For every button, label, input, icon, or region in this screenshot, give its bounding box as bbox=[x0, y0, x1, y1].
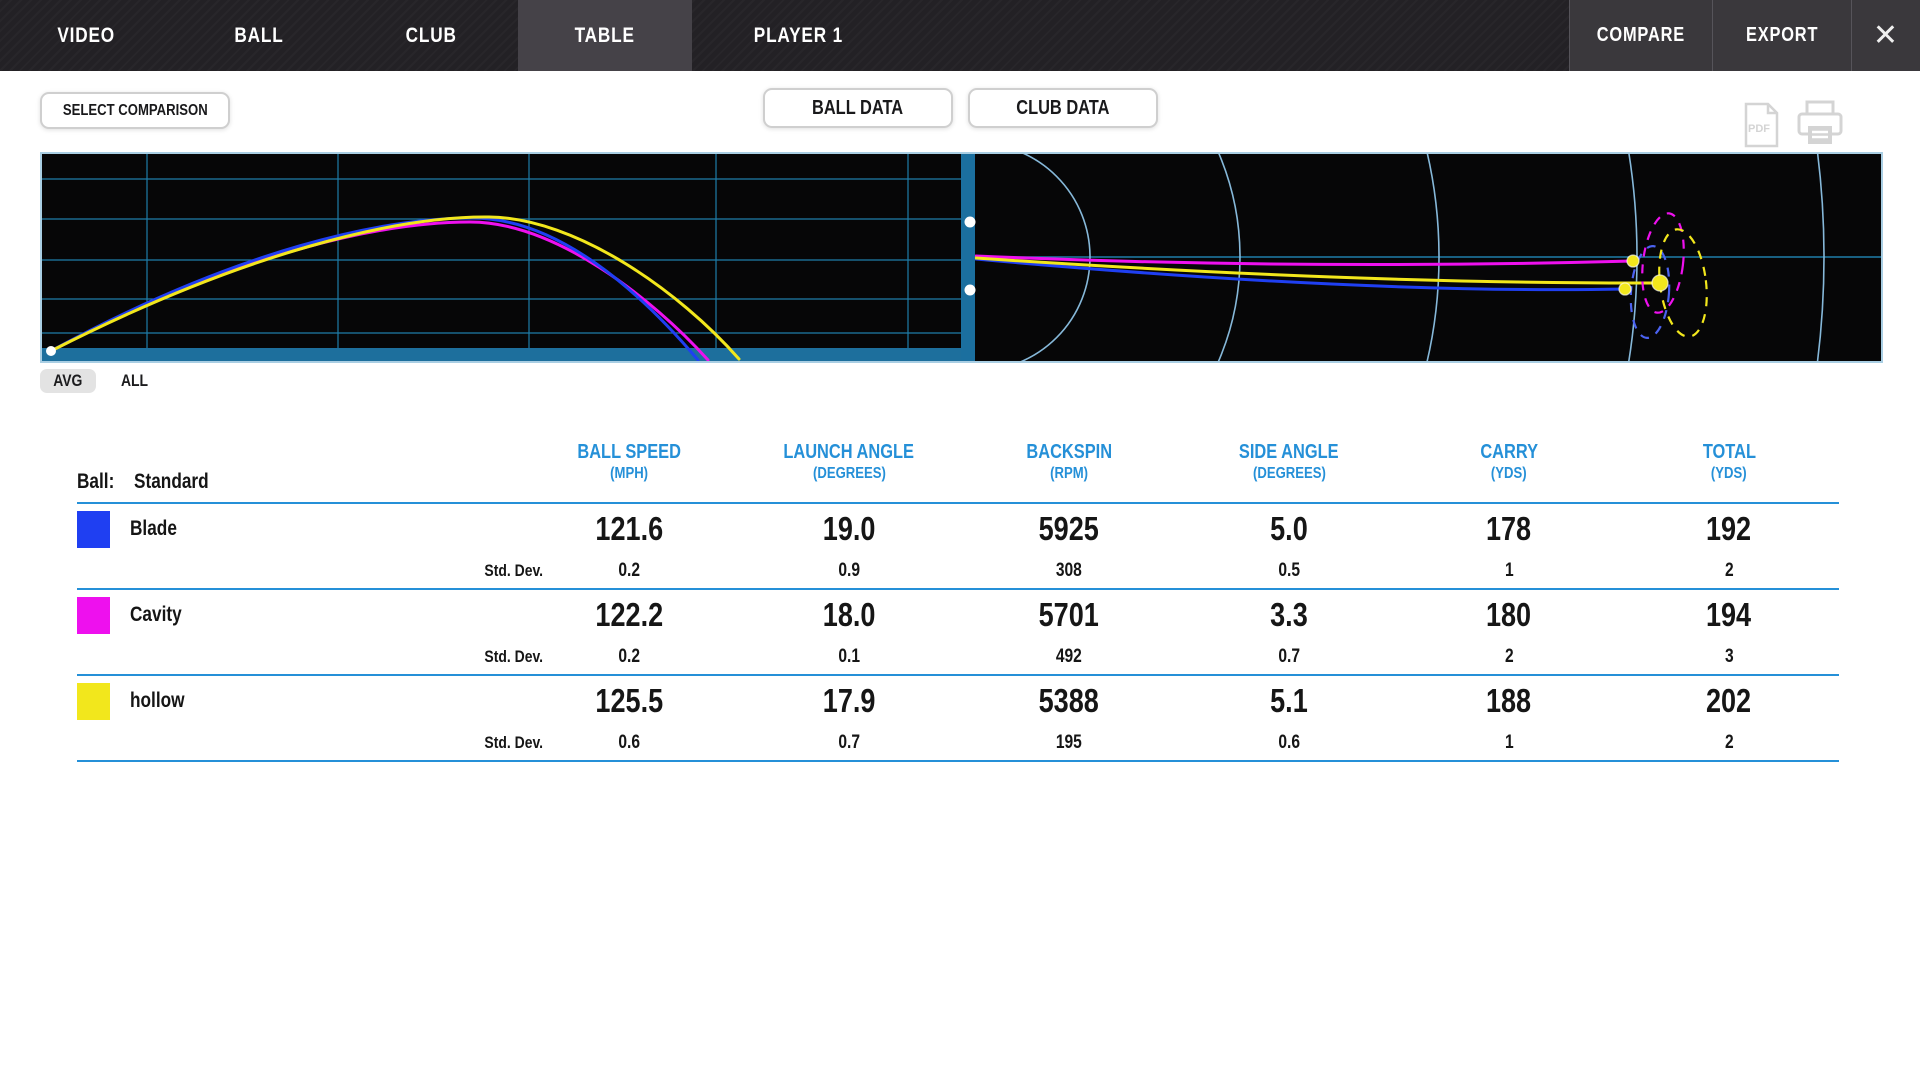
table-row: hollow 125.5 17.9 5388 5.1 188 202 Std. … bbox=[77, 676, 1839, 762]
tab-all[interactable]: ALL bbox=[120, 371, 148, 390]
hollow-landing-dot bbox=[1651, 274, 1669, 292]
club-data-button[interactable]: CLUB DATA bbox=[968, 88, 1158, 128]
cavity-color-swatch bbox=[77, 596, 110, 634]
trajectory-charts bbox=[40, 152, 1883, 363]
club-name: Cavity bbox=[130, 603, 182, 626]
compare-button[interactable]: COMPARE bbox=[1569, 0, 1712, 71]
row-divider bbox=[77, 588, 1839, 590]
row-divider bbox=[77, 760, 1839, 762]
header-divider bbox=[77, 502, 1839, 504]
column-header-backspin: BACKSPIN (RPM) bbox=[1026, 441, 1112, 482]
nav-right-group: COMPARE EXPORT ✕ bbox=[1569, 0, 1920, 71]
svg-text:PDF: PDF bbox=[1748, 123, 1770, 135]
value-side-angle: 3.3 bbox=[1270, 596, 1308, 633]
hollow-trajectory-top bbox=[975, 256, 1662, 285]
divider-handle-dot[interactable] bbox=[964, 284, 976, 296]
club-name: Blade bbox=[130, 517, 177, 540]
value-backspin: 5925 bbox=[1038, 510, 1100, 547]
hollow-color-swatch bbox=[77, 682, 110, 720]
column-header-carry: CARRY (YDS) bbox=[1480, 441, 1538, 482]
value-total: 194 bbox=[1706, 596, 1752, 633]
value-launch-angle: 19.0 bbox=[822, 510, 876, 547]
column-header-side-angle: SIDE ANGLE (DEGREES) bbox=[1239, 441, 1339, 482]
ground-baseline bbox=[40, 348, 961, 363]
tab-ball[interactable]: BALL bbox=[233, 23, 284, 47]
side-view-chart bbox=[40, 152, 961, 363]
blade-trajectory-top bbox=[975, 257, 1627, 292]
table-row: Blade 121.6 19.0 5925 5.0 178 192 Std. D… bbox=[77, 504, 1839, 590]
trajectory-view-tabs: AVG ALL bbox=[40, 369, 161, 393]
print-icon[interactable] bbox=[1795, 100, 1845, 153]
nav-spacer bbox=[905, 0, 1569, 71]
tab-player-1[interactable]: PLAYER 1 bbox=[753, 23, 844, 47]
table-header-row: Ball: Standard BALL SPEED (MPH) LAUNCH AN… bbox=[77, 432, 1839, 502]
row-divider bbox=[77, 674, 1839, 676]
value-carry: 178 bbox=[1486, 510, 1532, 547]
blade-color-swatch bbox=[77, 510, 110, 548]
tab-avg[interactable]: AVG bbox=[40, 369, 96, 393]
club-name: hollow bbox=[130, 689, 185, 712]
tab-table[interactable]: TABLE bbox=[518, 0, 692, 71]
tab-video[interactable]: VIDEO bbox=[57, 23, 115, 47]
column-header-ball-speed: BALL SPEED (MPH) bbox=[577, 441, 681, 482]
column-header-launch-angle: LAUNCH ANGLE (DEGREES) bbox=[783, 441, 915, 482]
divider-handle-dot[interactable] bbox=[964, 216, 976, 228]
close-icon[interactable]: ✕ bbox=[1851, 0, 1920, 71]
table-row: Cavity 122.2 18.0 5701 3.3 180 194 Std. … bbox=[77, 590, 1839, 676]
value-side-angle: 5.1 bbox=[1270, 682, 1308, 719]
top-view-chart bbox=[975, 152, 1881, 363]
value-carry: 188 bbox=[1486, 682, 1532, 719]
value-total: 192 bbox=[1706, 510, 1752, 547]
value-ball-speed: 125.5 bbox=[595, 682, 663, 719]
value-backspin: 5701 bbox=[1038, 596, 1100, 633]
table-title: Ball: Standard bbox=[77, 470, 209, 493]
column-header-total: TOTAL (YDS) bbox=[1702, 441, 1756, 482]
blade-landing-dot bbox=[1618, 282, 1632, 296]
value-carry: 180 bbox=[1486, 596, 1532, 633]
hollow-trajectory-side bbox=[49, 215, 741, 361]
cavity-landing-dot bbox=[1626, 254, 1640, 268]
value-total: 202 bbox=[1706, 682, 1752, 719]
cavity-dispersion-ellipse bbox=[1641, 212, 1685, 314]
export-button[interactable]: EXPORT bbox=[1712, 0, 1851, 71]
top-nav-bar: VIDEO BALL CLUB TABLE PLAYER 1 COMPARE E… bbox=[0, 0, 1920, 71]
export-pdf-icon[interactable]: PDF bbox=[1742, 102, 1780, 153]
chart-divider[interactable] bbox=[961, 152, 976, 363]
launch-origin-dot bbox=[46, 346, 56, 356]
std-dev-label: Std. Dev. bbox=[483, 733, 543, 752]
ball-data-button[interactable]: BALL DATA bbox=[763, 88, 953, 128]
tab-club[interactable]: CLUB bbox=[405, 23, 458, 47]
value-ball-speed: 122.2 bbox=[595, 596, 663, 633]
select-comparison-button[interactable]: SELECT COMPARISON bbox=[40, 92, 230, 129]
value-backspin: 5388 bbox=[1038, 682, 1100, 719]
cavity-trajectory-top bbox=[975, 254, 1635, 267]
value-side-angle: 5.0 bbox=[1270, 510, 1308, 547]
std-dev-label: Std. Dev. bbox=[483, 561, 543, 580]
value-ball-speed: 121.6 bbox=[595, 510, 663, 547]
value-launch-angle: 17.9 bbox=[822, 682, 876, 719]
std-dev-label: Std. Dev. bbox=[483, 647, 543, 666]
chart-border bbox=[40, 152, 1883, 363]
ball-data-table: Ball: Standard BALL SPEED (MPH) LAUNCH AN… bbox=[77, 432, 1839, 762]
value-launch-angle: 18.0 bbox=[822, 596, 876, 633]
